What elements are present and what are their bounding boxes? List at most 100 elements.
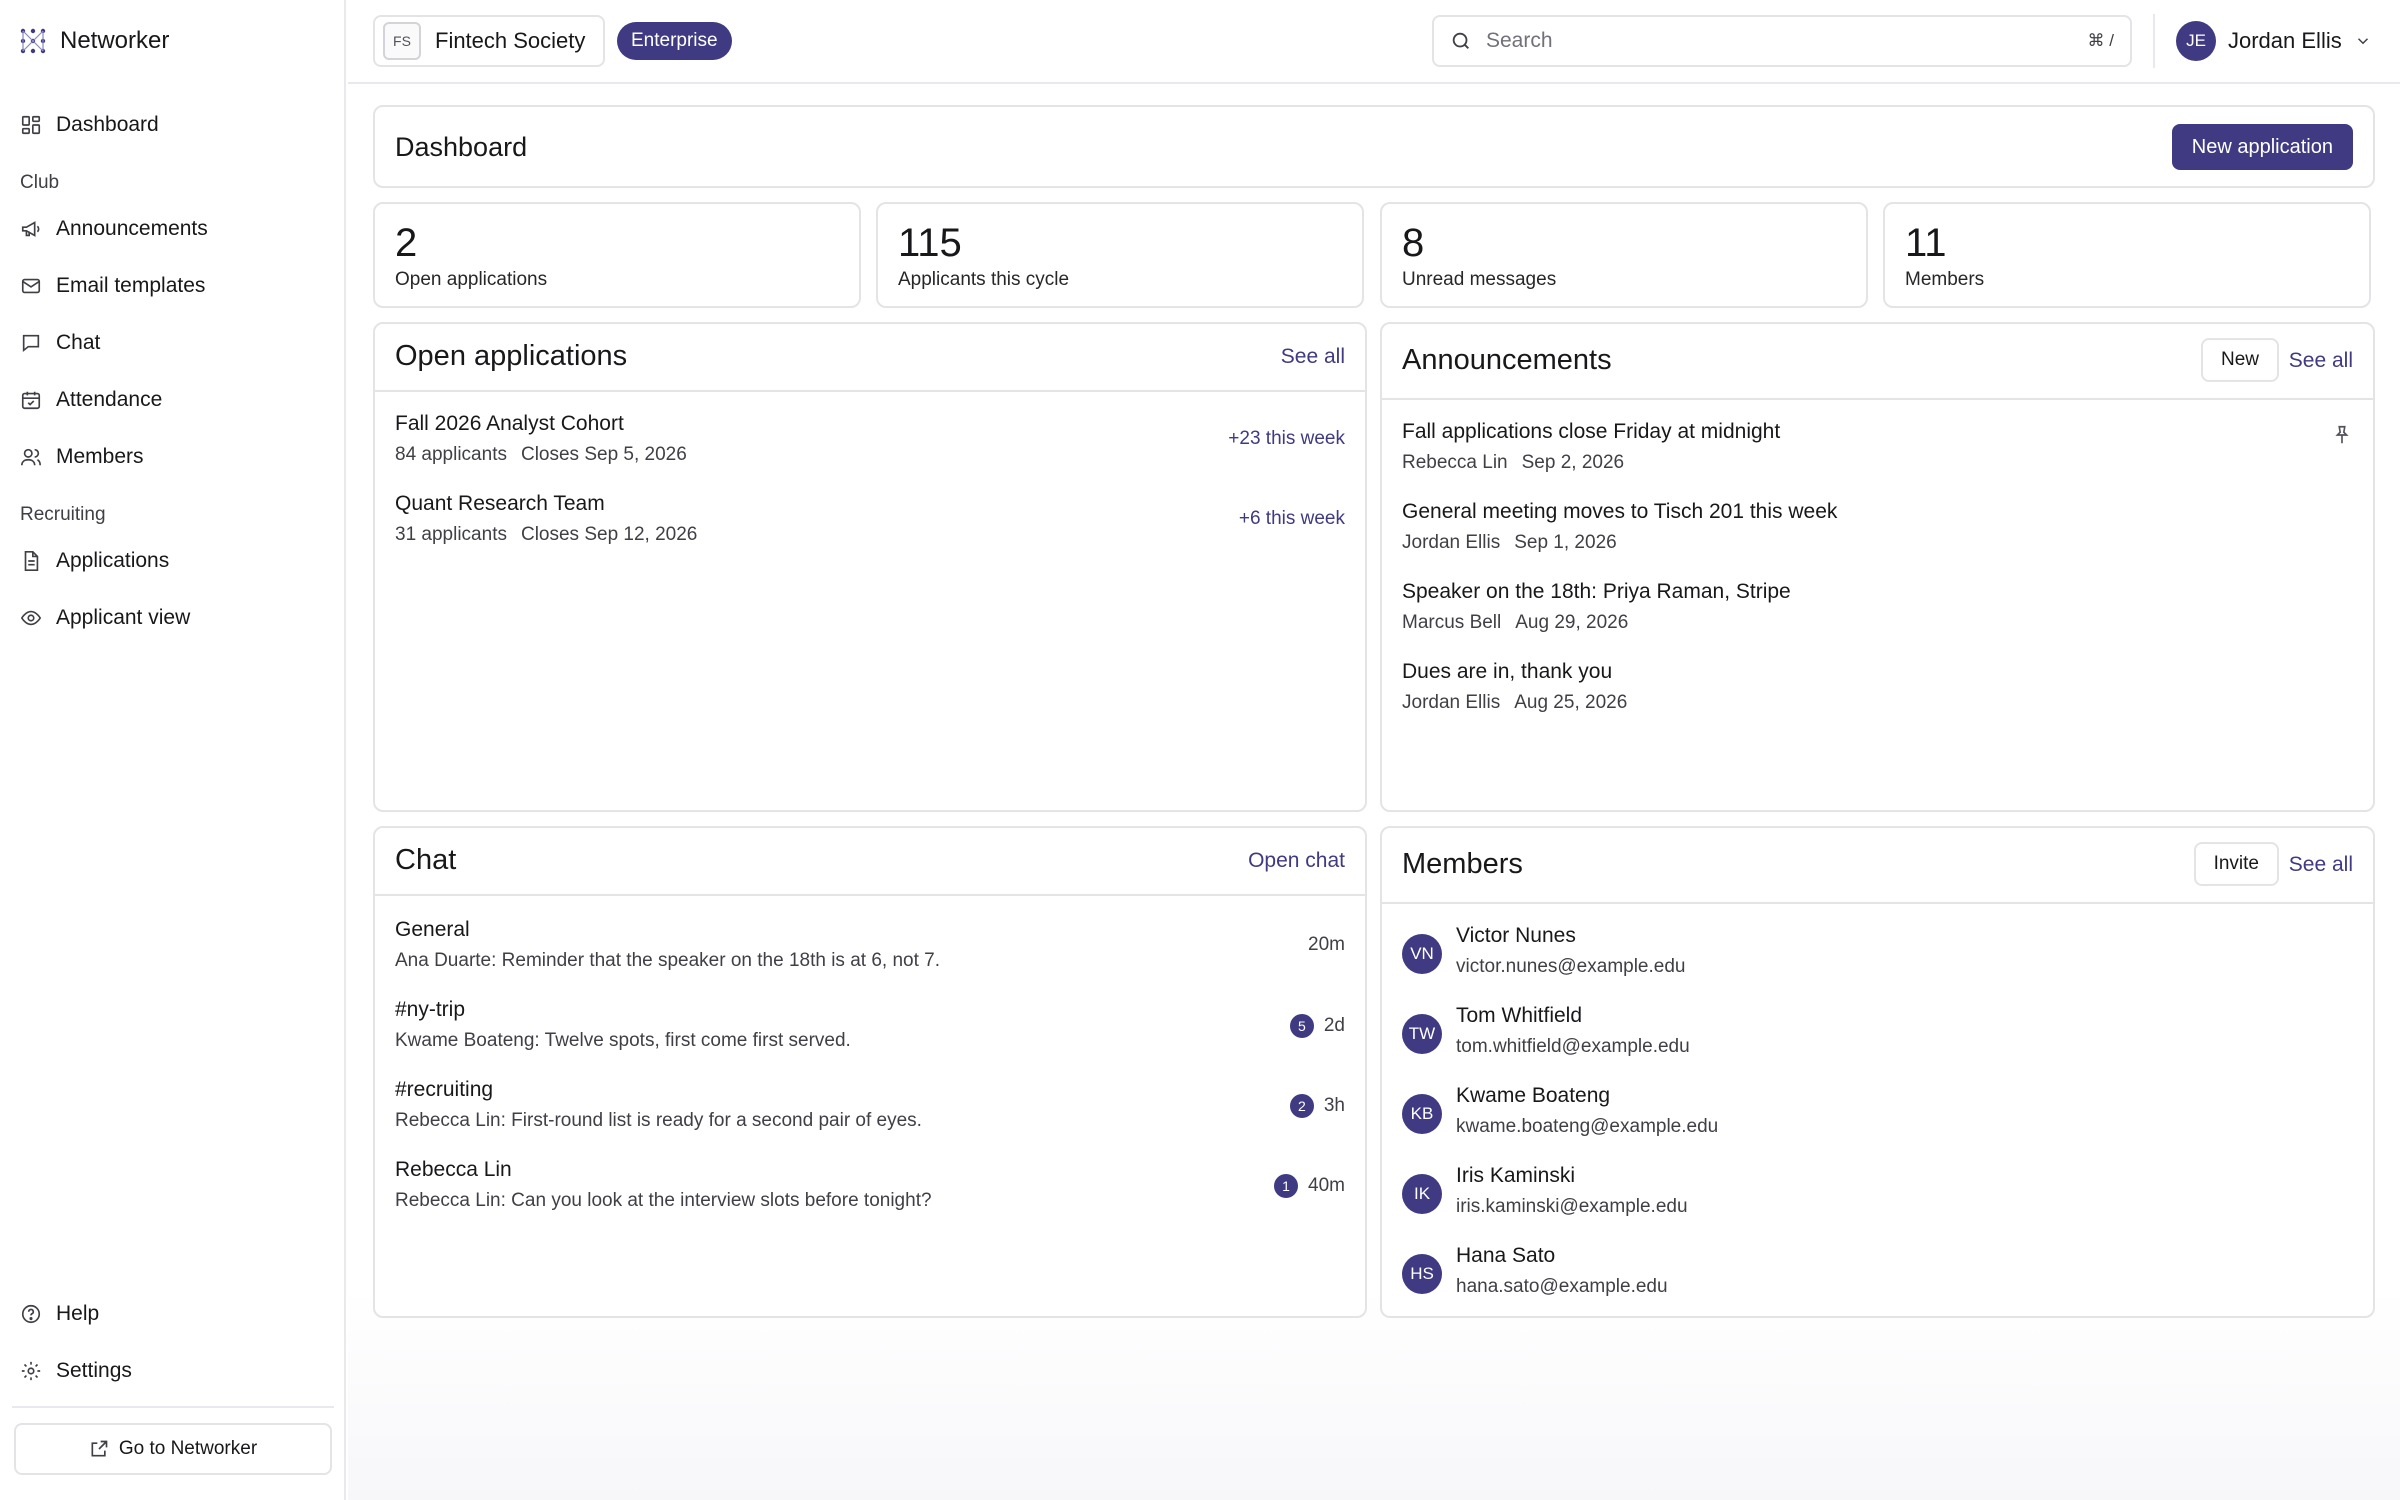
sidebar-item-announcements[interactable]: Announcements (20, 212, 208, 246)
sidebar-item-help[interactable]: Help (20, 1297, 99, 1331)
search-icon (1452, 32, 1469, 49)
stat-value: 115 (898, 221, 962, 265)
sidebar-divider (12, 1406, 334, 1408)
search-box[interactable]: ⌘ / (1432, 15, 2132, 67)
app-logo[interactable]: Networker (20, 26, 169, 56)
sidebar-item-chat[interactable]: Chat (20, 326, 100, 360)
new-application-button[interactable]: New application (2171, 124, 2353, 170)
chat-row[interactable]: General Ana Duarte: Reminder that the sp… (395, 918, 1345, 980)
avatar: TW (1402, 1014, 1442, 1054)
announcement-row[interactable]: Dues are in, thank you Jordan Ellis Aug 2… (1402, 660, 2353, 722)
plan-badge: Enterprise (617, 22, 732, 60)
sidebar-item-applicant-view[interactable]: Applicant view (20, 601, 190, 635)
unread-badge: 5 (1289, 1014, 1314, 1038)
open-chat-link[interactable]: Open chat (1248, 849, 1345, 872)
external-link-icon (91, 1440, 108, 1457)
new-announcement-button[interactable]: New (2200, 338, 2279, 382)
pin-icon[interactable] (2331, 424, 2353, 446)
sidebar-item-members[interactable]: Members (20, 440, 144, 474)
stat-label: Open applications (395, 269, 548, 290)
sidebar-item-applications[interactable]: Applications (20, 544, 169, 578)
invite-member-button[interactable]: Invite (2193, 842, 2279, 886)
calendar-check-icon (21, 391, 41, 410)
member-name: Kwame Boateng (1456, 1084, 1611, 1107)
member-row[interactable]: HS Hana Sato hana.sato@example.edu (1402, 1244, 2353, 1306)
sidebar-item-attendance[interactable]: Attendance (20, 383, 162, 417)
announcement-title: Dues are in, thank you (1402, 660, 1613, 683)
member-name: Victor Nunes (1456, 924, 1576, 947)
sidebar-item-label: Attendance (56, 388, 163, 411)
panel-header: Open applications See all (375, 324, 1365, 392)
chat-bubble-icon (22, 334, 40, 353)
sidebar-item-label: Applications (56, 549, 170, 572)
panel-title: Chat (395, 844, 457, 876)
stat-value: 11 (1905, 221, 1947, 265)
stat-value: 8 (1402, 221, 1425, 265)
stat-label: Applicants this cycle (898, 269, 1070, 290)
stat-label: Members (1905, 269, 1985, 290)
sidebar-item-email-templates[interactable]: Email templates (20, 269, 205, 303)
announcement-date: Sep 1, 2026 (1514, 532, 1617, 553)
stat-card-unread-messages[interactable]: 8 Unread messages (1380, 202, 1868, 308)
announcement-date: Aug 25, 2026 (1514, 692, 1628, 713)
announcement-row[interactable]: Speaker on the 18th: Priya Raman, Stripe… (1402, 580, 2353, 642)
sidebar-item-label: Members (56, 445, 144, 468)
panel-title: Open applications (395, 340, 628, 372)
sidebar-item-settings[interactable]: Settings (20, 1354, 132, 1388)
see-all-applications-link[interactable]: See all (1280, 345, 1345, 368)
application-meta: 31 applicants Closes Sep 12, 2026 (395, 524, 697, 546)
announcement-meta: Jordan Ellis Aug 25, 2026 (1402, 692, 1627, 714)
member-row[interactable]: IK Iris Kaminski iris.kaminski@example.e… (1402, 1164, 2353, 1226)
application-delta: +6 this week (1238, 508, 1345, 529)
announcement-meta: Marcus Bell Aug 29, 2026 (1402, 612, 1628, 634)
application-delta: +23 this week (1228, 428, 1345, 449)
chat-name: #recruiting (395, 1078, 494, 1101)
chat-row[interactable]: #ny-trip Kwame Boateng: Twelve spots, fi… (395, 998, 1345, 1060)
announcement-row[interactable]: General meeting moves to Tisch 201 this … (1402, 500, 2353, 562)
search-input[interactable] (1486, 29, 2074, 53)
member-row[interactable]: KB Kwame Boateng kwame.boateng@example.e… (1402, 1084, 2353, 1146)
member-row[interactable]: TW Tom Whitfield tom.whitfield@example.e… (1402, 1004, 2353, 1066)
stat-value: 2 (395, 221, 418, 265)
see-all-members-link[interactable]: See all (2288, 853, 2353, 876)
stat-card-open-applications[interactable]: 2 Open applications (373, 202, 861, 308)
avatar: JE (2176, 21, 2216, 61)
announcement-row[interactable]: Fall applications close Friday at midnig… (1402, 420, 2353, 482)
chat-row[interactable]: #recruiting Rebecca Lin: First-round lis… (395, 1078, 1345, 1140)
sidebar: Networker Dashboard Club Announcements E… (0, 0, 346, 1500)
member-row[interactable]: VN Victor Nunes victor.nunes@example.edu (1402, 924, 2353, 986)
topbar: FS Fintech Society Enterprise ⌘ / JE Jor… (348, 0, 2400, 84)
stat-label: Unread messages (1402, 269, 1557, 290)
stat-card-members[interactable]: 11 Members (1883, 202, 2371, 308)
member-name: Iris Kaminski (1456, 1164, 1576, 1187)
avatar: IK (1402, 1174, 1442, 1214)
go-to-networker-button[interactable]: Go to Networker (14, 1423, 332, 1475)
network-logo-icon (20, 28, 46, 54)
sidebar-item-dashboard[interactable]: Dashboard (20, 108, 159, 142)
announcement-date: Aug 29, 2026 (1515, 612, 1629, 633)
org-switcher[interactable]: FS Fintech Society (373, 15, 606, 67)
application-row[interactable]: Quant Research Team 31 applicants Closes … (395, 492, 1345, 554)
announcement-author: Jordan Ellis (1402, 692, 1501, 713)
chat-preview: Kwame Boateng: Twelve spots, first come … (395, 1030, 851, 1051)
stat-card-applicants[interactable]: 115 Applicants this cycle (876, 202, 1364, 308)
chat-name: #ny-trip (395, 998, 466, 1021)
mail-icon (21, 278, 41, 294)
users-icon (21, 448, 41, 466)
member-email: iris.kaminski@example.edu (1456, 1196, 1688, 1217)
announcement-meta: Jordan Ellis Sep 1, 2026 (1402, 532, 1617, 554)
sidebar-item-label: Help (56, 1302, 100, 1325)
chat-meta: 20m (1308, 934, 1345, 956)
help-circle-icon (21, 1304, 41, 1324)
eye-icon (20, 610, 42, 626)
user-name: Jordan Ellis (2228, 28, 2342, 53)
chat-row[interactable]: Rebecca Lin Rebecca Lin: Can you look at… (395, 1158, 1345, 1220)
member-name: Hana Sato (1456, 1244, 1556, 1267)
see-all-announcements-link[interactable]: See all (2288, 349, 2353, 372)
user-menu[interactable]: JE Jordan Ellis (2176, 20, 2372, 62)
chat-preview: Rebecca Lin: First-round list is ready f… (395, 1110, 922, 1131)
application-row[interactable]: Fall 2026 Analyst Cohort 84 applicants Cl… (395, 412, 1345, 474)
sidebar-item-label: Announcements (56, 217, 208, 240)
section-label-recruiting: Recruiting (20, 504, 106, 525)
sidebar-item-label: Dashboard (56, 113, 159, 136)
